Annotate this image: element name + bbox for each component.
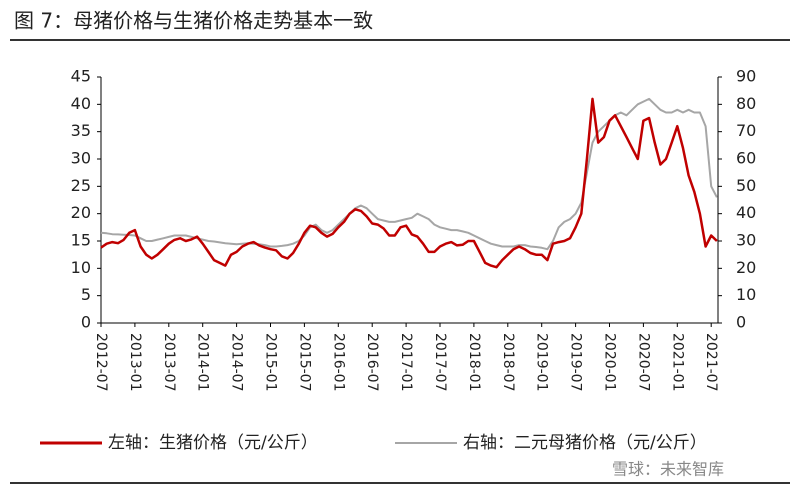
x-tick-label: 2016-07: [364, 333, 380, 392]
y2-tick-label: 50: [736, 176, 756, 195]
y2-tick-label: 10: [736, 285, 756, 304]
x-tick-label: 2015-01: [263, 333, 279, 392]
x-tick-label: 2019-07: [568, 333, 584, 392]
x-tick-label: 2017-07: [432, 333, 448, 392]
y2-tick-label: 40: [736, 203, 756, 222]
y2-tick-label: 80: [736, 94, 756, 113]
y2-tick-label: 70: [736, 121, 756, 140]
x-tick-label: 2020-07: [635, 333, 651, 392]
x-tick-label: 2021-07: [703, 333, 719, 392]
x-tick-label: 2018-01: [466, 333, 482, 392]
legend-label: 右轴：二元母猪价格（元/公斤）: [463, 433, 707, 453]
y-tick-label: 0: [81, 313, 91, 332]
x-tick-label: 2017-01: [398, 333, 414, 392]
y-tick-label: 30: [71, 149, 91, 168]
y2-tick-label: 30: [736, 231, 756, 250]
x-tick-label: 2013-07: [161, 333, 177, 392]
x-tick-label: 2019-01: [534, 333, 550, 392]
x-tick-label: 2018-07: [500, 333, 516, 392]
y-tick-label: 15: [71, 231, 91, 250]
x-tick-label: 2014-01: [195, 333, 211, 392]
y-tick-label: 45: [71, 67, 91, 86]
y2-tick-label: 20: [736, 258, 756, 277]
x-tick-label: 2014-07: [229, 333, 245, 392]
x-tick-label: 2013-01: [127, 333, 143, 392]
legend-label: 左轴：生猪价格（元/公斤）: [108, 433, 318, 453]
x-tick-label: 2020-01: [602, 333, 618, 392]
y-tick-label: 20: [71, 203, 91, 222]
y-tick-label: 35: [71, 121, 91, 140]
y-tick-label: 5: [81, 285, 91, 304]
y-tick-label: 10: [71, 258, 91, 277]
series-line: [100, 97, 718, 251]
x-tick-label: 2016-01: [330, 333, 346, 392]
y2-tick-label: 60: [736, 149, 756, 168]
x-tick-label: 2012-07: [93, 333, 109, 392]
series-line: [100, 97, 718, 269]
x-tick-label: 2015-07: [296, 333, 312, 392]
y2-tick-label: 90: [736, 67, 756, 86]
y2-tick-label: 0: [736, 313, 746, 332]
chart-title: 图 7：母猪价格与生猪价格走势基本一致: [14, 9, 373, 33]
y-tick-label: 25: [71, 176, 91, 195]
watermark: 雪球：未来智库: [612, 460, 724, 479]
x-tick-label: 2021-01: [669, 333, 685, 392]
y-tick-label: 40: [71, 94, 91, 113]
